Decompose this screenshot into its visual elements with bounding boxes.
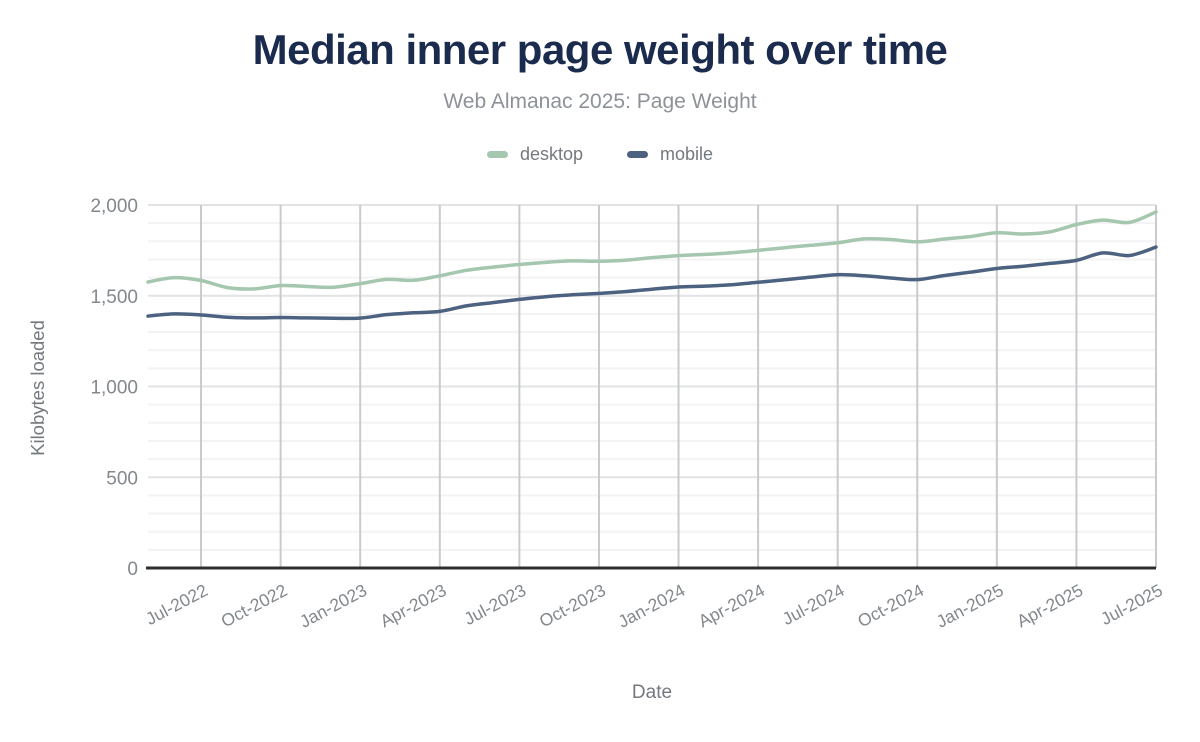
x-tick-label: Jul-2023 (461, 580, 530, 629)
x-axis-title: Date (632, 682, 672, 703)
legend-label-mobile: mobile (660, 144, 714, 164)
x-axis-tick-labels: Jul-2022 Oct-2022 Jan-2023 Apr-2023 Jul-2023… (142, 580, 1166, 632)
y-axis-tick-labels: 0 500 1,000 1,500 2,000 (90, 196, 138, 580)
chart-title: Median inner page weight over time (252, 26, 948, 73)
x-tick-label: Jan-2023 (296, 580, 370, 632)
legend-label-desktop: desktop (519, 144, 583, 164)
y-tick-label: 0 (127, 559, 138, 580)
vertical-gridlines (200, 205, 1157, 568)
mobile-line (146, 245, 1158, 321)
x-tick-label: Oct-2024 (854, 580, 927, 632)
x-tick-label: Jan-2025 (933, 580, 1007, 632)
x-tick-label: Apr-2023 (377, 580, 450, 631)
y-tick-label: 2,000 (90, 196, 138, 217)
horizontal-gridlines (148, 204, 1156, 551)
chart-legend: desktop mobile (0, 144, 1200, 165)
x-tick-label: Jul-2025 (1097, 580, 1166, 629)
chart-subtitle: Web Almanac 2025: Page Weight (443, 90, 757, 113)
x-tick-label: Jul-2024 (779, 580, 848, 629)
x-tick-label: Jan-2024 (615, 580, 689, 632)
desktop-series-swatch-icon (486, 151, 508, 158)
x-tick-label: Jul-2022 (142, 580, 211, 629)
y-tick-label: 500 (106, 468, 138, 489)
legend-item-mobile[interactable]: mobile (627, 144, 713, 165)
x-tick-label: Oct-2022 (218, 580, 291, 631)
x-tick-label: Apr-2024 (695, 580, 768, 632)
y-axis-title: Kilobytes loaded (27, 320, 48, 456)
y-tick-label: 1,000 (90, 378, 138, 399)
legend-item-desktop[interactable]: desktop (486, 144, 583, 165)
x-tick-label: Apr-2025 (1013, 580, 1086, 631)
y-tick-label: 1,500 (90, 287, 138, 308)
x-tick-label: Oct-2023 (536, 580, 609, 631)
desktop-line (146, 210, 1158, 291)
mobile-series-swatch-icon (627, 151, 648, 158)
